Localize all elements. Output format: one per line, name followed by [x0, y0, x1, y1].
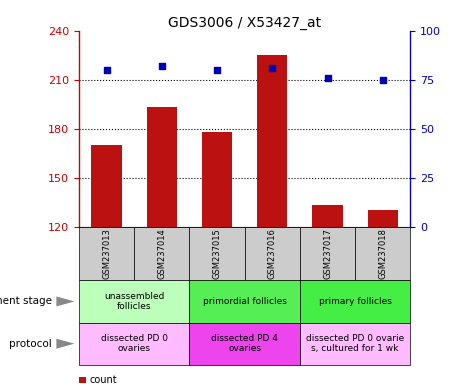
Text: dissected PD 0
ovaries: dissected PD 0 ovaries [101, 334, 168, 353]
Bar [92, 145, 122, 227]
Text: development stage: development stage [0, 296, 52, 306]
Bar [147, 108, 177, 227]
Bar [202, 132, 232, 227]
Text: GSM237015: GSM237015 [212, 228, 221, 279]
Bar [313, 205, 343, 227]
Text: primordial follicles: primordial follicles [203, 297, 286, 306]
Bar [368, 210, 398, 227]
Point [103, 67, 110, 73]
Text: dissected PD 4
ovaries: dissected PD 4 ovaries [211, 334, 278, 353]
Title: GDS3006 / X53427_at: GDS3006 / X53427_at [168, 16, 321, 30]
Text: dissected PD 0 ovarie
s, cultured for 1 wk: dissected PD 0 ovarie s, cultured for 1 … [306, 334, 404, 353]
Text: GSM237016: GSM237016 [268, 228, 277, 279]
Point [213, 67, 221, 73]
Text: primary follicles: primary follicles [319, 297, 391, 306]
Point [324, 74, 331, 81]
Text: unassembled
follicles: unassembled follicles [104, 292, 164, 311]
Text: GSM237017: GSM237017 [323, 228, 332, 279]
Text: GSM237013: GSM237013 [102, 228, 111, 279]
Point [158, 63, 166, 69]
Text: count: count [89, 375, 117, 384]
Point [269, 65, 276, 71]
Text: GSM237018: GSM237018 [378, 228, 387, 279]
Bar [257, 55, 287, 227]
Text: GSM237014: GSM237014 [157, 228, 166, 279]
Point [379, 77, 387, 83]
Text: protocol: protocol [9, 339, 52, 349]
